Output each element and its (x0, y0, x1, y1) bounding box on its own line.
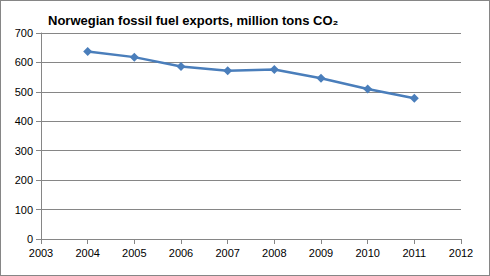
svg-text:500: 500 (15, 86, 33, 98)
svg-text:2009: 2009 (309, 247, 333, 259)
svg-text:400: 400 (15, 115, 33, 127)
svg-text:300: 300 (15, 145, 33, 157)
svg-text:2005: 2005 (122, 247, 146, 259)
svg-text:2003: 2003 (29, 247, 53, 259)
svg-text:200: 200 (15, 174, 33, 186)
svg-text:2012: 2012 (449, 247, 473, 259)
svg-text:2006: 2006 (169, 247, 193, 259)
svg-text:2010: 2010 (355, 247, 379, 259)
svg-text:2007: 2007 (215, 247, 239, 259)
svg-text:2008: 2008 (262, 247, 286, 259)
svg-text:Norwegian fossil fuel exports,: Norwegian fossil fuel exports, million t… (48, 13, 339, 28)
svg-text:2004: 2004 (75, 247, 99, 259)
svg-text:0: 0 (27, 233, 33, 245)
svg-text:600: 600 (15, 56, 33, 68)
svg-text:700: 700 (15, 27, 33, 39)
svg-text:100: 100 (15, 204, 33, 216)
svg-text:2011: 2011 (403, 247, 427, 259)
